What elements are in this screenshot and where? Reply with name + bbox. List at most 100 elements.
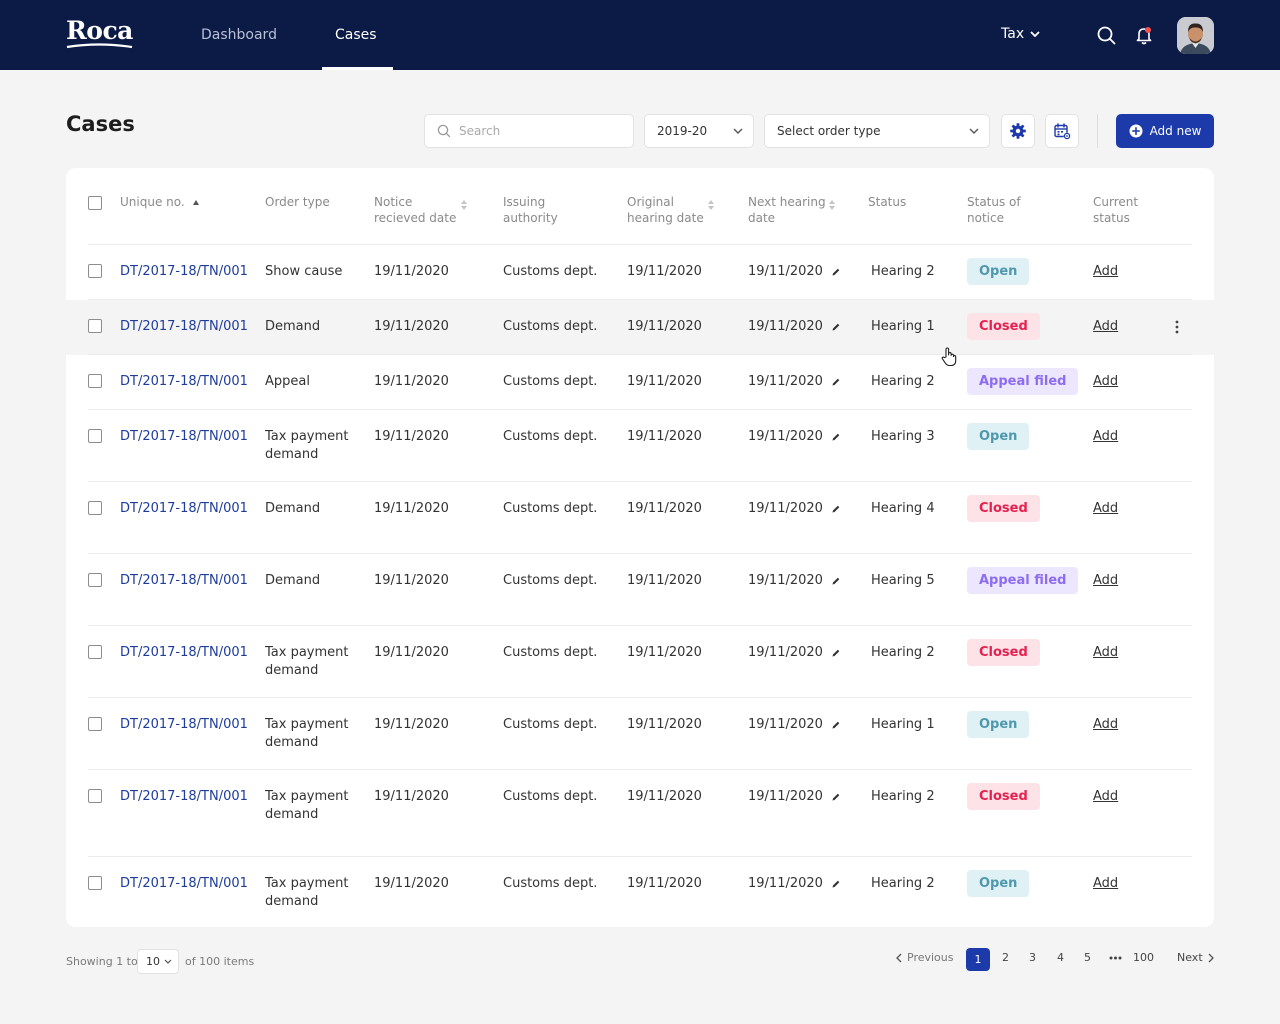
add-new-button[interactable]: Add new: [1116, 114, 1214, 148]
next-hearing-date: 19/11/2020: [748, 428, 841, 446]
edit-pencil-icon[interactable]: [831, 504, 841, 514]
module-dropdown[interactable]: Tax: [1001, 26, 1040, 42]
row-checkbox[interactable]: [88, 429, 102, 443]
case-id-link[interactable]: DT/2017-18/TN/001: [120, 876, 248, 891]
order-type-select[interactable]: Select order type: [764, 114, 990, 148]
page-5-button[interactable]: 5: [1084, 951, 1091, 964]
bell-icon[interactable]: [1133, 24, 1155, 46]
row-divider: [88, 625, 1192, 626]
edit-pencil-icon[interactable]: [831, 322, 841, 332]
add-status-link[interactable]: Add: [1093, 876, 1119, 891]
next-hearing-date-value: 19/11/2020: [748, 645, 823, 660]
case-id-link[interactable]: DT/2017-18/TN/001: [120, 374, 248, 389]
table-row[interactable]: DT/2017-18/TN/001 Demand 19/11/2020 Customs…: [66, 300, 1214, 355]
sort-icon[interactable]: [829, 200, 835, 210]
next-page-button[interactable]: Next: [1177, 951, 1214, 964]
hearing-status: Hearing 4: [871, 501, 935, 516]
case-id-link[interactable]: DT/2017-18/TN/001: [120, 264, 248, 279]
next-hearing-date-value: 19/11/2020: [748, 264, 823, 279]
case-id-link[interactable]: DT/2017-18/TN/001: [120, 717, 248, 732]
add-status-link[interactable]: Add: [1093, 789, 1119, 804]
add-status-link[interactable]: Add: [1093, 319, 1119, 334]
table-row[interactable]: DT/2017-18/TN/001 Show cause 19/11/2020 Cus…: [66, 245, 1214, 300]
case-id-link[interactable]: DT/2017-18/TN/001: [120, 319, 248, 334]
add-status-link[interactable]: Add: [1093, 573, 1119, 588]
add-status-link[interactable]: Add: [1093, 429, 1119, 444]
row-checkbox[interactable]: [88, 645, 102, 659]
table-row[interactable]: DT/2017-18/TN/001 Appeal 19/11/2020 Customs…: [66, 355, 1214, 410]
edit-pencil-icon[interactable]: [831, 432, 841, 442]
case-id-link[interactable]: DT/2017-18/TN/001: [120, 501, 248, 516]
table-row[interactable]: DT/2017-18/TN/001 Tax payment demand 19/11…: [66, 857, 1214, 927]
search-input[interactable]: [459, 124, 609, 138]
edit-pencil-icon[interactable]: [831, 576, 841, 586]
order-type: Show cause: [265, 264, 343, 279]
per-page-select[interactable]: 10: [137, 949, 179, 974]
header-divider: [88, 244, 1192, 245]
table-row[interactable]: DT/2017-18/TN/001 Tax payment demand 19/11…: [66, 698, 1214, 770]
nav-cases[interactable]: Cases: [335, 27, 377, 43]
original-hearing-date: 19/11/2020: [627, 789, 702, 804]
add-status-link[interactable]: Add: [1093, 374, 1119, 389]
row-checkbox[interactable]: [88, 789, 102, 803]
user-avatar[interactable]: [1177, 17, 1214, 54]
row-checkbox[interactable]: [88, 264, 102, 278]
table-row[interactable]: DT/2017-18/TN/001 Demand 19/11/2020 Customs…: [66, 482, 1214, 554]
status-badge: Closed: [967, 639, 1040, 666]
row-checkbox[interactable]: [88, 573, 102, 587]
settings-button[interactable]: [1001, 114, 1035, 148]
page-3-button[interactable]: 3: [1029, 951, 1036, 964]
more-options-icon[interactable]: [1174, 320, 1180, 334]
issuing-authority: Customs dept.: [503, 789, 598, 804]
next-hearing-date: 19/11/2020: [748, 572, 841, 590]
row-checkbox[interactable]: [88, 319, 102, 333]
next-hearing-date: 19/11/2020: [748, 263, 841, 281]
hearing-status: Hearing 3: [871, 429, 935, 444]
table-row[interactable]: DT/2017-18/TN/001 Tax payment demand 19/11…: [66, 770, 1214, 857]
page-4-button[interactable]: 4: [1057, 951, 1064, 964]
add-status-link[interactable]: Add: [1093, 645, 1119, 660]
edit-pencil-icon[interactable]: [831, 377, 841, 387]
edit-pencil-icon[interactable]: [831, 648, 841, 658]
table-row[interactable]: DT/2017-18/TN/001 Tax payment demand 19/11…: [66, 626, 1214, 698]
add-status-link[interactable]: Add: [1093, 717, 1119, 732]
year-select[interactable]: 2019-20: [644, 114, 754, 148]
row-checkbox[interactable]: [88, 876, 102, 890]
add-status-link[interactable]: Add: [1093, 501, 1119, 516]
row-checkbox[interactable]: [88, 717, 102, 731]
next-hearing-date-value: 19/11/2020: [748, 573, 823, 588]
nav-dashboard[interactable]: Dashboard: [201, 27, 277, 43]
calendar-settings-button[interactable]: [1045, 114, 1079, 148]
page-2-button[interactable]: 2: [1002, 951, 1009, 964]
edit-pencil-icon[interactable]: [831, 879, 841, 889]
next-hearing-date: 19/11/2020: [748, 500, 841, 518]
sort-icon[interactable]: [461, 200, 467, 210]
col-header-unique-no[interactable]: Unique no.: [120, 194, 199, 210]
table-row[interactable]: DT/2017-18/TN/001 Demand 19/11/2020 Customs…: [66, 554, 1214, 626]
row-checkbox[interactable]: [88, 374, 102, 388]
case-id-link[interactable]: DT/2017-18/TN/001: [120, 429, 248, 444]
original-hearing-date: 19/11/2020: [627, 374, 702, 389]
brand-logo[interactable]: Roca: [66, 16, 133, 45]
add-status-link[interactable]: Add: [1093, 264, 1119, 279]
search-field[interactable]: [424, 114, 634, 148]
select-all-checkbox[interactable]: [88, 196, 102, 210]
case-id-link[interactable]: DT/2017-18/TN/001: [120, 789, 248, 804]
col-header-next-hearing[interactable]: Next hearing date: [748, 195, 826, 225]
case-id-link[interactable]: DT/2017-18/TN/001: [120, 573, 248, 588]
table-row[interactable]: DT/2017-18/TN/001 Tax payment demand 19/11…: [66, 410, 1214, 482]
row-checkbox[interactable]: [88, 501, 102, 515]
col-header-notice-date[interactable]: Notice recieved date: [374, 195, 457, 225]
edit-pencil-icon[interactable]: [831, 792, 841, 802]
col-header-original-hearing[interactable]: Original hearing date: [627, 195, 704, 225]
edit-pencil-icon[interactable]: [831, 267, 841, 277]
page-100-button[interactable]: 100: [1133, 951, 1154, 964]
case-id-link[interactable]: DT/2017-18/TN/001: [120, 645, 248, 660]
previous-page-button[interactable]: Previous: [896, 951, 954, 964]
search-icon[interactable]: [1095, 24, 1117, 46]
order-type: Tax payment demand: [265, 429, 349, 462]
hearing-status: Hearing 2: [871, 374, 935, 389]
sort-icon[interactable]: [708, 200, 714, 210]
edit-pencil-icon[interactable]: [831, 720, 841, 730]
page-1-button[interactable]: 1: [966, 948, 990, 971]
